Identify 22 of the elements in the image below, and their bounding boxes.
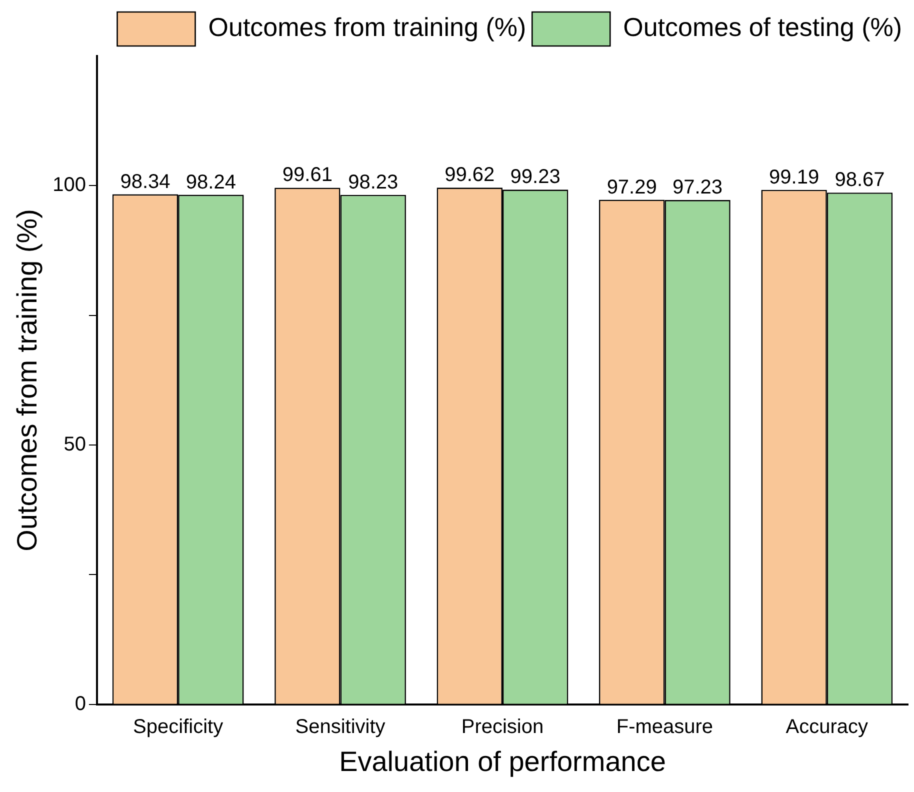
data-label: 99.19 — [769, 166, 820, 188]
x-tick-label: Sensitivity — [295, 716, 386, 738]
data-label: 99.62 — [444, 164, 495, 186]
data-label: 99.23 — [510, 166, 560, 188]
data-label: 98.24 — [186, 171, 236, 194]
x-tick-label: Accuracy — [786, 716, 868, 738]
data-label: 99.61 — [282, 164, 332, 186]
data-label: 97.23 — [672, 176, 723, 199]
y-tick-label: 100 — [52, 174, 86, 196]
data-label: 98.67 — [834, 169, 885, 192]
data-label: 97.29 — [606, 176, 657, 198]
legend-label: Outcomes of testing (%) — [623, 12, 902, 42]
y-tick-label: 0 — [74, 692, 86, 715]
x-tick-label: F-measure — [616, 716, 714, 738]
y-tick-label: 50 — [64, 434, 86, 456]
legend-label: Outcomes from training (%) — [208, 12, 526, 42]
y-axis-title: Outcomes from training (%) — [12, 209, 43, 552]
x-axis-title: Evaluation of performance — [339, 746, 666, 777]
x-tick-label: Precision — [461, 716, 544, 738]
data-label: 98.23 — [348, 171, 398, 194]
data-label: 98.34 — [120, 170, 170, 193]
x-tick-label: Specificity — [133, 716, 224, 738]
